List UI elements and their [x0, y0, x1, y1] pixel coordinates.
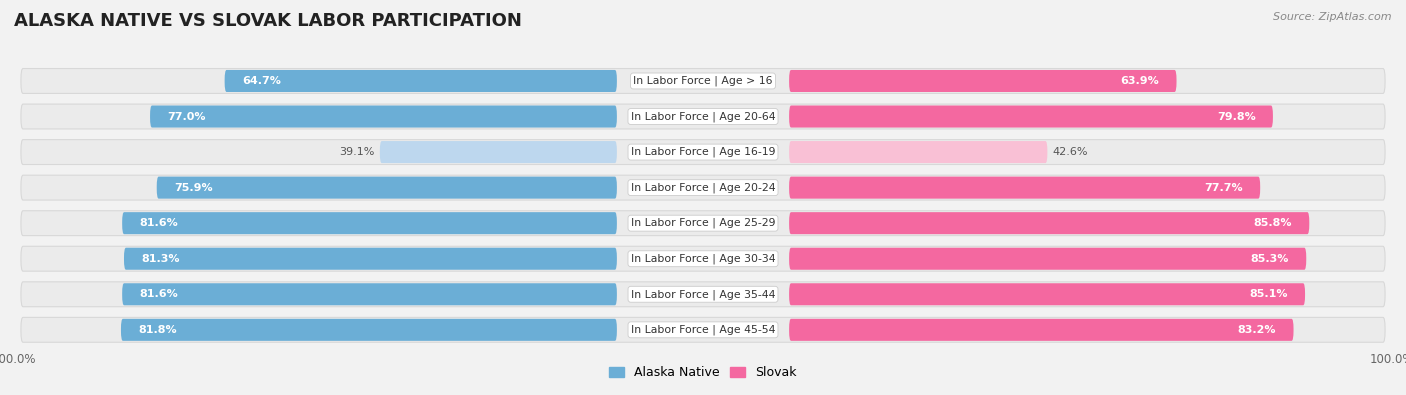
- FancyBboxPatch shape: [789, 177, 1260, 199]
- Text: In Labor Force | Age 16-19: In Labor Force | Age 16-19: [631, 147, 775, 157]
- Text: 42.6%: 42.6%: [1053, 147, 1088, 157]
- FancyBboxPatch shape: [789, 141, 1047, 163]
- FancyBboxPatch shape: [789, 70, 1177, 92]
- Text: 85.8%: 85.8%: [1254, 218, 1292, 228]
- FancyBboxPatch shape: [124, 248, 617, 270]
- Text: 81.6%: 81.6%: [139, 218, 179, 228]
- Text: 79.8%: 79.8%: [1218, 111, 1256, 122]
- FancyBboxPatch shape: [21, 318, 1385, 342]
- FancyBboxPatch shape: [150, 105, 617, 128]
- FancyBboxPatch shape: [156, 177, 617, 199]
- Text: 64.7%: 64.7%: [242, 76, 281, 86]
- FancyBboxPatch shape: [21, 282, 1385, 307]
- Text: 85.3%: 85.3%: [1251, 254, 1289, 264]
- Text: ALASKA NATIVE VS SLOVAK LABOR PARTICIPATION: ALASKA NATIVE VS SLOVAK LABOR PARTICIPAT…: [14, 12, 522, 30]
- FancyBboxPatch shape: [21, 139, 1385, 164]
- Text: 81.6%: 81.6%: [139, 289, 179, 299]
- FancyBboxPatch shape: [21, 211, 1385, 235]
- Text: 85.1%: 85.1%: [1250, 289, 1288, 299]
- FancyBboxPatch shape: [21, 175, 1385, 200]
- Text: 39.1%: 39.1%: [339, 147, 374, 157]
- FancyBboxPatch shape: [789, 212, 1309, 234]
- Text: In Labor Force | Age 30-34: In Labor Force | Age 30-34: [631, 254, 775, 264]
- Text: In Labor Force | Age 25-29: In Labor Force | Age 25-29: [631, 218, 775, 228]
- FancyBboxPatch shape: [789, 319, 1294, 341]
- Text: In Labor Force | Age 35-44: In Labor Force | Age 35-44: [631, 289, 775, 299]
- Text: Source: ZipAtlas.com: Source: ZipAtlas.com: [1274, 12, 1392, 22]
- Text: 81.8%: 81.8%: [138, 325, 177, 335]
- Text: 77.0%: 77.0%: [167, 111, 205, 122]
- FancyBboxPatch shape: [789, 105, 1272, 128]
- FancyBboxPatch shape: [225, 70, 617, 92]
- FancyBboxPatch shape: [21, 104, 1385, 129]
- Text: 63.9%: 63.9%: [1121, 76, 1160, 86]
- FancyBboxPatch shape: [21, 68, 1385, 93]
- Text: 81.3%: 81.3%: [141, 254, 180, 264]
- FancyBboxPatch shape: [789, 248, 1306, 270]
- FancyBboxPatch shape: [380, 141, 617, 163]
- FancyBboxPatch shape: [122, 283, 617, 305]
- Text: 83.2%: 83.2%: [1237, 325, 1277, 335]
- Text: 77.7%: 77.7%: [1205, 182, 1243, 193]
- FancyBboxPatch shape: [122, 212, 617, 234]
- FancyBboxPatch shape: [21, 246, 1385, 271]
- Text: 75.9%: 75.9%: [174, 182, 212, 193]
- Text: In Labor Force | Age 20-64: In Labor Force | Age 20-64: [631, 111, 775, 122]
- Legend: Alaska Native, Slovak: Alaska Native, Slovak: [605, 361, 801, 384]
- FancyBboxPatch shape: [789, 283, 1305, 305]
- Text: In Labor Force | Age > 16: In Labor Force | Age > 16: [633, 76, 773, 86]
- Text: In Labor Force | Age 45-54: In Labor Force | Age 45-54: [631, 325, 775, 335]
- FancyBboxPatch shape: [121, 319, 617, 341]
- Text: In Labor Force | Age 20-24: In Labor Force | Age 20-24: [631, 182, 775, 193]
